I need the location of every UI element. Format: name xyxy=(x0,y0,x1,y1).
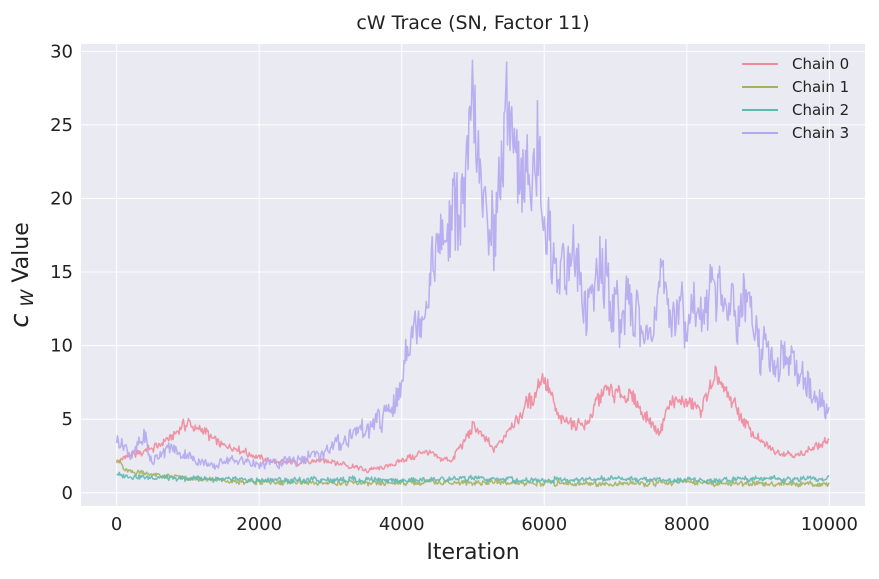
x-tick-label: 0 xyxy=(111,514,122,535)
x-axis-label: Iteration xyxy=(426,540,519,565)
legend-label-chain-3: Chain 3 xyxy=(792,124,849,142)
y-axis-label-main: c xyxy=(5,313,35,327)
legend-label-chain-1: Chain 1 xyxy=(792,78,849,96)
series-line-chain-2 xyxy=(116,471,830,485)
legend-label-chain-2: Chain 2 xyxy=(792,101,849,119)
axes-layer: 0 2000 4000 6000 8000 10000 0 5 10 15 20 25 30 xyxy=(50,41,858,535)
series-line-chain-1 xyxy=(116,459,830,488)
plot-background xyxy=(81,44,865,506)
x-tick-label: 2000 xyxy=(236,514,282,535)
x-tick-label: 4000 xyxy=(379,514,425,535)
y-tick-label: 30 xyxy=(50,41,73,62)
y-axis-label: c W Value xyxy=(5,222,39,328)
y-axis-label-subscript: W xyxy=(18,288,38,306)
series-layer xyxy=(115,59,830,488)
x-tick-label: 10000 xyxy=(801,514,858,535)
x-tick-label: 8000 xyxy=(664,514,710,535)
y-tick-label: 25 xyxy=(50,115,73,136)
y-tick-label: 10 xyxy=(50,336,73,357)
grid-layer xyxy=(81,44,865,506)
chart-title: cW Trace (SN, Factor 11) xyxy=(356,12,589,34)
y-tick-label: 0 xyxy=(62,483,73,504)
series-line-chain-3 xyxy=(115,59,830,470)
y-tick-label: 5 xyxy=(62,409,73,430)
y-tick-label: 20 xyxy=(50,188,73,209)
legend-label-chain-0: Chain 0 xyxy=(792,55,849,73)
x-tick-label: 6000 xyxy=(521,514,567,535)
legend: Chain 0 Chain 1 Chain 2 Chain 3 xyxy=(742,55,849,142)
y-axis-label-rest: Value xyxy=(9,222,34,282)
y-tick-label: 15 xyxy=(50,262,73,283)
series-line-chain-0 xyxy=(115,365,830,474)
